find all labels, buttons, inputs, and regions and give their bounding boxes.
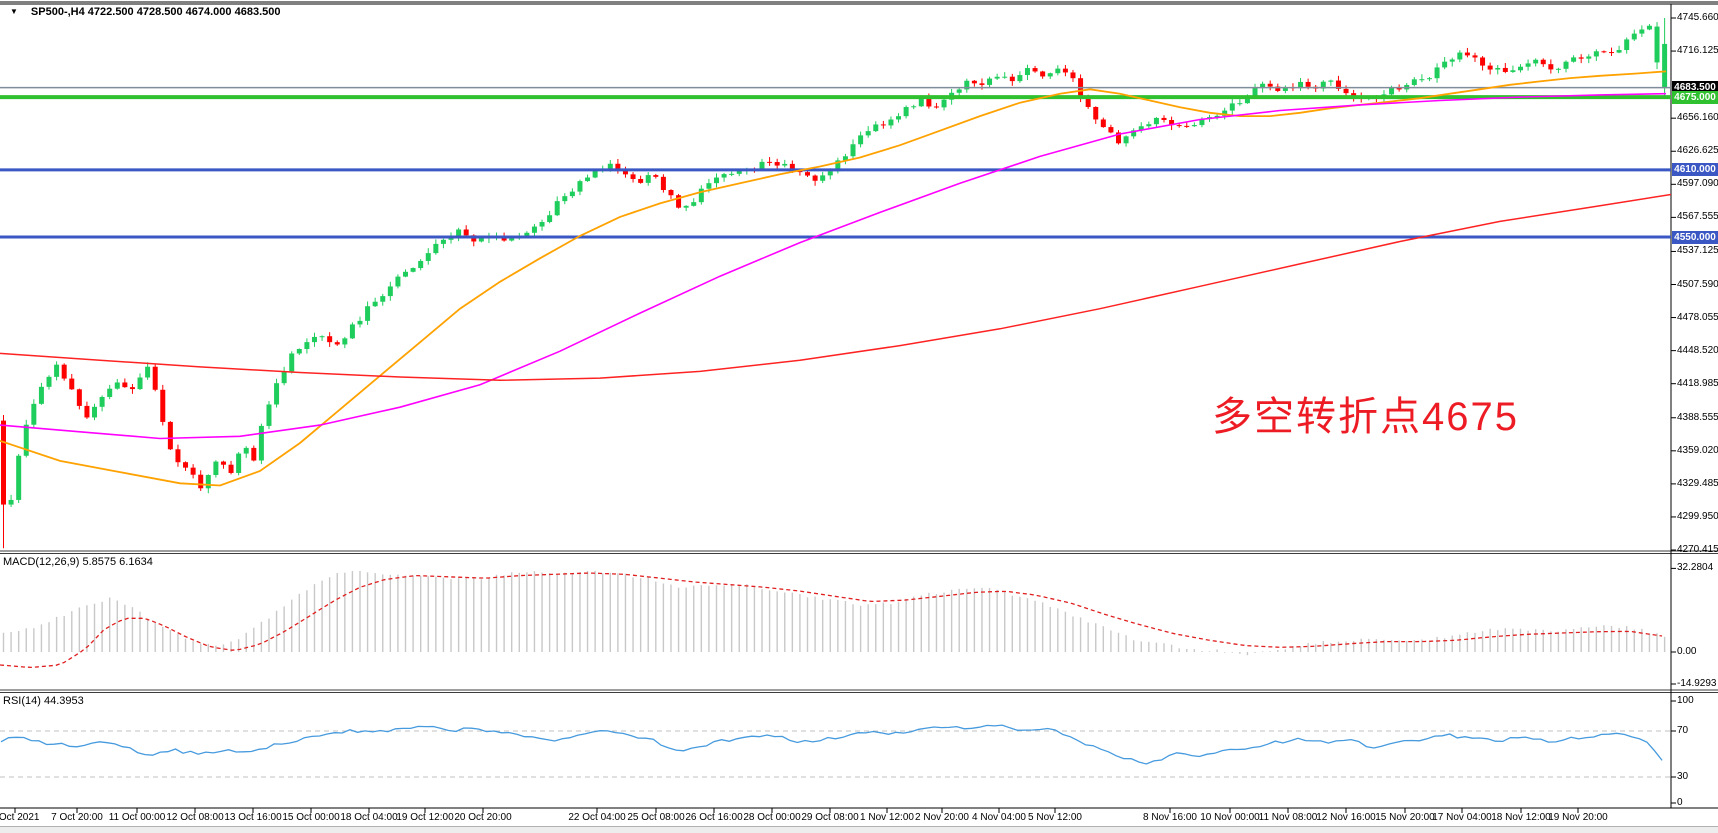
macd-signal-line (0, 572, 1663, 669)
rsi-scale-label: 70 (1677, 725, 1689, 736)
date-label: 29 Oct 08:00 (801, 812, 859, 823)
price-axis-label: 4299.950 (1677, 510, 1718, 522)
date-label: 28 Oct 00:00 (743, 812, 801, 823)
price-axis-label: 4716.125 (1677, 45, 1718, 57)
date-label: 13 Oct 16:00 (224, 812, 282, 823)
date-label: 18 Nov 12:00 (1491, 812, 1551, 823)
date-label: 2 Nov 20:00 (915, 812, 969, 823)
rsi-scale-label: 30 (1677, 771, 1689, 782)
price-axis-label: 4448.520 (1677, 344, 1718, 356)
date-label: 6 Oct 2021 (0, 812, 40, 823)
price-axis-label: 4597.090 (1677, 178, 1718, 190)
macd-scale-label: -14.9293 (1677, 678, 1717, 689)
date-label: 12 Nov 16:00 (1316, 812, 1376, 823)
date-label: 26 Oct 16:00 (685, 812, 743, 823)
macd-histogram (2, 570, 1666, 656)
ma-slow-line (0, 193, 1671, 382)
date-label: 8 Nov 16:00 (1143, 812, 1197, 823)
date-label: 5 Nov 12:00 (1028, 812, 1082, 823)
symbol-ohlc-text: SP500-,H4 4722.500 4728.500 4674.000 468… (30, 6, 281, 18)
price-axis-label: 4388.555 (1677, 411, 1718, 423)
ma-mid-line (0, 92, 1667, 440)
price-axis-label: 4745.660 (1677, 12, 1718, 23)
macd-scale-label: 0.00 (1677, 646, 1697, 657)
date-label: 15 Oct 00:00 (282, 812, 340, 823)
price-axis-label: 4656.160 (1677, 112, 1718, 124)
date-label: 11 Oct 00:00 (108, 812, 166, 823)
price-axis-label: 4507.590 (1677, 278, 1718, 290)
date-label: 18 Oct 04:00 (340, 812, 398, 823)
macd-scale-label: 32.2804 (1677, 562, 1714, 574)
price-axis-label: 4537.125 (1677, 245, 1718, 257)
date-label: 20 Oct 20:00 (454, 812, 512, 823)
window-bottom-strip (0, 826, 1718, 833)
candlestick-series (1, 18, 1668, 549)
price-axis-label: 4270.415 (1677, 544, 1718, 555)
date-label: 19 Nov 20:00 (1548, 812, 1608, 823)
date-label: 25 Oct 08:00 (627, 812, 685, 823)
price-axis-label: 4329.485 (1677, 477, 1718, 489)
price-axis-label: 4567.555 (1677, 211, 1718, 223)
symbol-header: ▼ SP500-,H4 4722.500 4728.500 4674.000 4… (10, 6, 280, 18)
annotation-text[interactable]: 多空转折点4675 (1212, 395, 1519, 439)
date-label: 19 Oct 12:00 (396, 812, 454, 823)
price-tag-4550.000[interactable]: 4550.000 (1672, 230, 1718, 244)
date-label: 11 Nov 08:00 (1258, 812, 1318, 823)
date-label: 7 Oct 20:00 (51, 812, 103, 823)
price-axis-label: 4418.985 (1677, 377, 1718, 389)
date-label: 22 Oct 04:00 (568, 812, 626, 823)
macd-indicator-label: MACD(12,26,9) 5.8575 6.1634 (3, 556, 153, 568)
price-axis-label: 4626.625 (1677, 145, 1718, 157)
rsi-indicator-label: RSI(14) 44.3953 (3, 695, 84, 707)
rsi-line (0, 724, 1663, 765)
date-label: 12 Oct 08:00 (166, 812, 224, 823)
date-label: 1 Nov 12:00 (860, 812, 914, 823)
collapse-chart-icon[interactable]: ▼ (10, 7, 18, 16)
ma-fast-line (0, 70, 1667, 487)
date-label: 15 Nov 20:00 (1375, 812, 1435, 823)
rsi-scale-label: 100 (1677, 695, 1694, 706)
horizontal-price-lines[interactable] (0, 86, 1671, 239)
date-label: 10 Nov 00:00 (1200, 812, 1260, 823)
date-label: 17 Nov 04:00 (1432, 812, 1492, 823)
price-tag-4675.000[interactable]: 4675.000 (1672, 90, 1718, 104)
price-tag-4610.000[interactable]: 4610.000 (1672, 163, 1718, 177)
rsi-scale-label: 0 (1677, 797, 1683, 808)
price-axis-label: 4359.020 (1677, 444, 1718, 456)
price-axis-label: 4478.055 (1677, 311, 1718, 323)
date-label: 4 Nov 04:00 (972, 812, 1026, 823)
